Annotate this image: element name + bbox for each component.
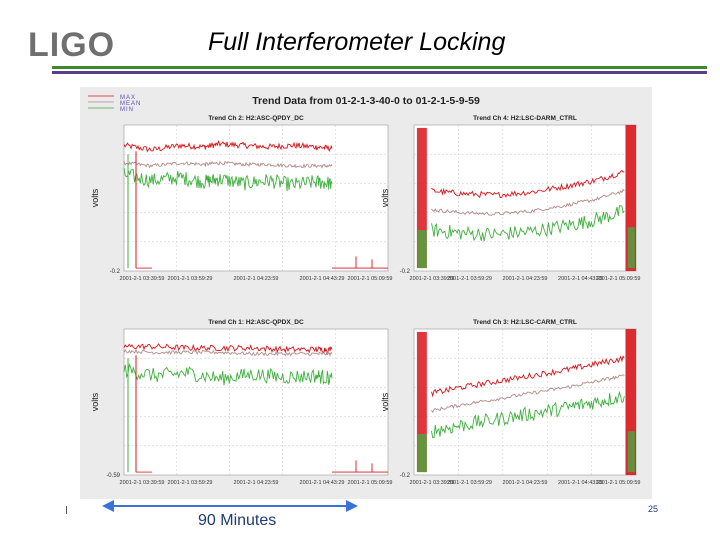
series-max-line [123,140,333,153]
x-tick-label: 2001-2-1 05:09:59 [596,480,641,486]
y-tick-label: -0.2 [110,269,121,275]
y-axis-label: volts [90,392,100,411]
x-tick-label: 2001-2-1 04:23:59 [503,276,548,282]
lockloss-band-min [627,431,635,473]
x-tick-label: 2001-2-1 05:09:59 [348,480,393,486]
panel-plot-area [123,124,389,272]
series-mean-line [431,374,625,414]
y-axis-label: volts [90,188,100,207]
x-tick-label: 2001-2-1 03:39:59 [410,276,455,282]
span-label: 90 Minutes [198,512,277,529]
span-arrow-left-head [102,500,114,512]
x-tick-label: 2001-2-1 03:39:59 [120,480,165,486]
panel-title: Trend Ch 2: H2:ASC-QPDY_DC [208,115,304,122]
ligo-logo: LIGO [28,26,116,64]
lock-acquisition-band-min [417,434,427,473]
series-min-line [123,362,333,386]
panel-title: Trend Ch 3: H2:LSC-CARM_CTRL [473,319,577,326]
series-mean-line [123,348,333,358]
lockloss-band [625,329,636,475]
x-tick-label: 2001-2-1 04:23:59 [234,480,279,486]
y-axis-label: volts [380,188,390,207]
panel-title: Trend Ch 4: H2:LSC-DARM_CTRL [473,115,577,122]
x-tick-label: 2001-2-1 03:59:29 [447,276,492,282]
trend-figure: MAX MEAN MIN Trend Data from 01-2-1-3-40-0 … [80,87,652,499]
legend-label-mean: MEAN [120,101,141,107]
series-min-line [431,205,625,242]
series-max-line [431,169,625,199]
lock-acquisition-band [416,127,427,269]
span-arrow-right-head [346,500,358,512]
header-rule-green [52,66,707,69]
series-max-line [123,343,333,354]
series-mean-line [431,188,625,217]
legend-label-min: MIN [120,107,134,113]
x-tick-label: 2001-2-1 04:43:29 [558,480,603,486]
series-max-line [431,355,625,398]
slide-title: Full Interferometer Locking [208,28,506,56]
page-number: 25 [648,504,659,514]
panel-plot-area [123,328,389,476]
x-tick-label: 2001-2-1 03:59:29 [168,276,213,282]
x-tick-label: 2001-2-1 03:39:59 [120,276,165,282]
series-mean-line [123,160,333,169]
y-tick-label: -0.59 [106,473,120,479]
series-min-line [123,167,333,192]
lockloss-band [625,125,636,271]
x-tick-label: 2001-2-1 04:43:29 [300,480,345,486]
panel-plot-area [413,328,637,476]
span-arrow [102,500,358,512]
y-axis-label: volts [380,392,390,411]
x-tick-label: 2001-2-1 04:23:59 [503,480,548,486]
y-tick-label: -0.2 [400,473,411,479]
x-tick-label: 2001-2-1 04:43:29 [300,276,345,282]
header-rule-purple [52,71,707,74]
lock-acquisition-band [416,331,427,473]
x-tick-label: 2001-2-1 05:09:59 [348,276,393,282]
x-tick-label: 2001-2-1 05:09:59 [596,276,641,282]
figure-title: Trend Data from 01-2-1-3-40-0 to 01-2-1-… [252,95,480,107]
x-tick-label: 2001-2-1 03:39:59 [410,480,455,486]
x-tick-label: 2001-2-1 04:23:59 [234,276,279,282]
lockloss-band-min [627,227,635,269]
panel-plot-area [413,124,637,272]
lock-acquisition-band-min [417,230,427,269]
y-tick-label: -0.2 [400,269,411,275]
x-tick-label: 2001-2-1 03:59:29 [447,480,492,486]
panel-title: Trend Ch 1: H2:ASC-QPDX_DC [208,319,304,326]
footer-mark [66,506,67,514]
legend-label-max: MAX [120,95,136,101]
series-min-line [431,390,625,439]
x-tick-label: 2001-2-1 04:43:29 [558,276,603,282]
x-tick-label: 2001-2-1 03:59:29 [168,480,213,486]
